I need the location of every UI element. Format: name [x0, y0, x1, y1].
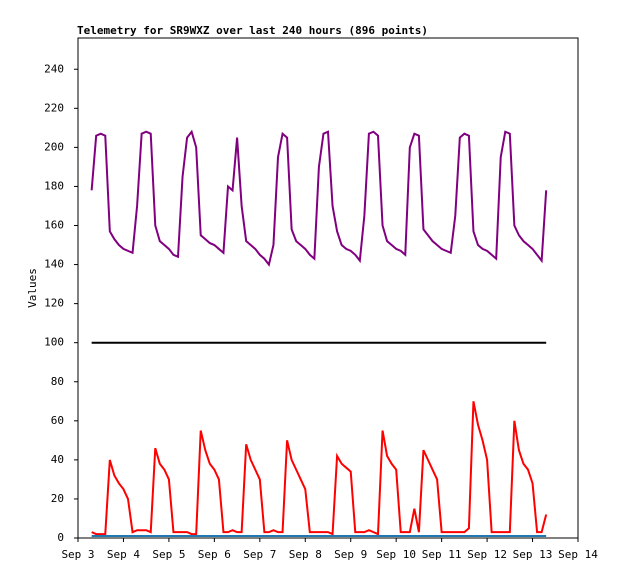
- x-tick-label: Sep 10: [376, 548, 416, 561]
- y-tick-label: 20: [51, 492, 64, 505]
- y-tick-label: 160: [44, 219, 64, 232]
- y-tick-label: 180: [44, 179, 64, 192]
- y-tick-label: 80: [51, 375, 64, 388]
- y-tick-label: 200: [44, 140, 64, 153]
- x-tick-label: Sep 12: [467, 548, 507, 561]
- y-tick-label: 220: [44, 101, 64, 114]
- x-tick-label: Sep 4: [107, 548, 140, 561]
- series-line: [90, 129, 548, 267]
- x-tick-label: Sep 6: [198, 548, 231, 561]
- x-tick-label: Sep 5: [152, 548, 185, 561]
- x-tick-label: Sep 7: [243, 548, 276, 561]
- x-tick-label: Sep 3: [61, 548, 94, 561]
- chart-title: Telemetry for SR9WXZ over last 240 hours…: [77, 24, 428, 37]
- y-tick-label: 60: [51, 414, 64, 427]
- y-tick-label: 100: [44, 336, 64, 349]
- y-axis-label: Values: [26, 268, 39, 308]
- x-tick-label: Sep 13: [513, 548, 553, 561]
- y-tick-label: 0: [57, 531, 64, 544]
- y-tick-label: 140: [44, 258, 64, 271]
- y-tick-label: 120: [44, 297, 64, 310]
- x-tick-label: Sep 9: [334, 548, 367, 561]
- y-tick-label: 240: [44, 62, 64, 75]
- series-line: [91, 401, 548, 536]
- x-tick-label: Sep 8: [289, 548, 322, 561]
- y-tick-label: 40: [51, 453, 64, 466]
- plot-frame: [77, 37, 579, 539]
- x-tick-label: Sep 14: [558, 548, 598, 561]
- x-tick-label: Sep 11: [422, 548, 462, 561]
